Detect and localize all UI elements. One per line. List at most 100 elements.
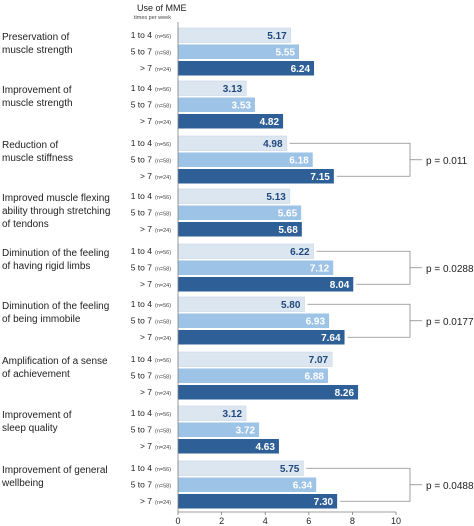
bar xyxy=(178,385,359,400)
category-label: Diminution of the feeling xyxy=(2,248,109,259)
bar xyxy=(178,439,279,454)
group-n-label: (n=24) xyxy=(155,175,171,181)
category-label: of being immobile xyxy=(2,314,81,325)
bar xyxy=(178,260,334,275)
group-n-label: (n=56) xyxy=(155,467,171,473)
group-label: 5 to 7 xyxy=(131,208,153,218)
p-value-label: p = 0.0177 xyxy=(426,317,474,328)
value-label: 6.88 xyxy=(305,372,325,383)
group-label: > 7 xyxy=(140,387,152,397)
group-label: 5 to 7 xyxy=(131,100,153,110)
group-n-label: (n=24) xyxy=(155,445,171,451)
group-n-label: (n=24) xyxy=(155,228,171,234)
group-n-label: (n=56) xyxy=(155,142,171,148)
bar xyxy=(178,313,330,328)
group-n-label: (n=58) xyxy=(155,375,171,381)
category-label: wellbeing xyxy=(1,478,44,489)
group-n-label: (n=24) xyxy=(155,120,171,126)
group-n-label: (n=58) xyxy=(155,212,171,218)
category-group: Improvement of sleep quality 1 to 4 (n=56) 3… xyxy=(2,405,279,454)
group-n-label: (n=58) xyxy=(155,51,171,57)
group-label: 5 to 7 xyxy=(131,316,153,326)
value-label: 5.65 xyxy=(278,209,298,220)
bar xyxy=(178,277,354,292)
category-label: ability through stretching xyxy=(2,206,110,217)
x-axis: 0 2 4 6 8 10 xyxy=(175,22,401,526)
group-n-label: (n=56) xyxy=(155,303,171,309)
bar xyxy=(178,61,315,76)
bar xyxy=(178,97,255,112)
category-label: muscle strength xyxy=(2,98,73,109)
group-n-label: (n=56) xyxy=(155,195,171,201)
x-tick-label: 10 xyxy=(391,516,401,526)
bar xyxy=(178,152,313,167)
category-label: of tendons xyxy=(2,219,49,230)
group-label: 1 to 4 xyxy=(131,30,153,40)
category-label: sleep quality xyxy=(2,423,58,434)
bar xyxy=(178,330,345,345)
group-n-label: (n=56) xyxy=(155,412,171,418)
group-label: 5 to 7 xyxy=(131,263,153,273)
group-n-label: (n=58) xyxy=(155,104,171,110)
group-n-label: (n=58) xyxy=(155,320,171,326)
value-label: 6.34 xyxy=(293,481,313,492)
group-label: > 7 xyxy=(140,332,152,342)
value-label: 5.75 xyxy=(280,464,300,475)
group-label: > 7 xyxy=(140,171,152,181)
p-value-label: p = 0.011 xyxy=(426,156,468,167)
category-group: Reduction of muscle stiffness 1 to 4 (n=56)… xyxy=(2,135,468,184)
group-n-label: (n=58) xyxy=(155,159,171,165)
group-n-label: (n=24) xyxy=(155,336,171,342)
category-label: Reduction of xyxy=(2,140,58,151)
category-label: Diminution of the feeling xyxy=(2,301,109,312)
value-label: 7.07 xyxy=(309,355,329,366)
category-label: muscle strength xyxy=(2,45,73,56)
bar xyxy=(178,494,338,509)
value-label: 4.82 xyxy=(260,117,280,128)
value-label: 3.12 xyxy=(223,409,243,420)
bar xyxy=(178,44,299,59)
group-label: 1 to 4 xyxy=(131,354,153,364)
category-label: Amplification of a sense xyxy=(2,356,108,367)
group-n-label: (n=58) xyxy=(155,484,171,490)
header-title: Use of MME xyxy=(137,3,187,13)
bar xyxy=(178,422,260,437)
value-label: 8.26 xyxy=(335,388,355,399)
category-label: Improvement of xyxy=(2,410,72,421)
category-label: Improved muscle flexing xyxy=(2,193,110,204)
value-label: 6.22 xyxy=(290,247,310,258)
bar xyxy=(178,477,317,492)
value-label: 7.30 xyxy=(314,497,334,508)
group-label: 1 to 4 xyxy=(131,463,153,473)
p-value-label: p = 0.0288 xyxy=(426,264,474,275)
group-label: > 7 xyxy=(140,441,152,451)
group-label: 1 to 4 xyxy=(131,83,153,93)
group-n-label: (n=24) xyxy=(155,283,171,289)
category-label: muscle stiffness xyxy=(2,153,73,164)
category-label: Improvement of xyxy=(2,85,72,96)
x-tick-label: 0 xyxy=(175,516,180,526)
value-label: 3.13 xyxy=(223,84,243,95)
value-label: 5.55 xyxy=(276,48,296,59)
value-label: 3.72 xyxy=(236,426,256,437)
group-label: 5 to 7 xyxy=(131,371,153,381)
value-label: 6.24 xyxy=(291,64,311,75)
x-tick-label: 6 xyxy=(306,516,311,526)
value-label: 7.12 xyxy=(310,264,330,275)
group-n-label: (n=24) xyxy=(155,67,171,73)
group-label: 5 to 7 xyxy=(131,47,153,57)
category-group: Improvement of muscle strength 1 to 4 (n=56… xyxy=(2,80,284,129)
value-label: 4.98 xyxy=(263,139,283,150)
group-label: 5 to 7 xyxy=(131,155,153,165)
group-label: > 7 xyxy=(140,224,152,234)
group-n-label: (n=56) xyxy=(155,34,171,40)
value-label: 7.15 xyxy=(310,172,330,183)
p-value-label: p = 0.0488 xyxy=(426,481,474,492)
chart-header: Use of MME times per week xyxy=(134,3,187,21)
value-label: 5.13 xyxy=(266,192,286,203)
category-label: of achievement xyxy=(2,369,70,380)
value-label: 8.04 xyxy=(330,280,350,291)
group-n-label: (n=56) xyxy=(155,250,171,256)
